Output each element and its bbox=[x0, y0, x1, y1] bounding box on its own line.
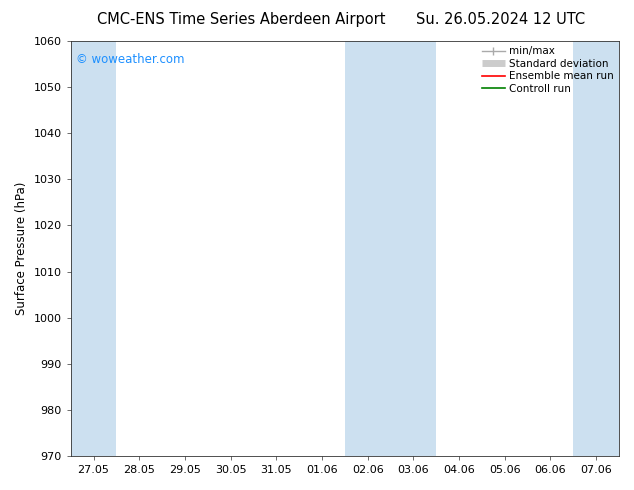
Bar bbox=[345, 41, 436, 456]
Text: © woweather.com: © woweather.com bbox=[76, 53, 184, 67]
Y-axis label: Surface Pressure (hPa): Surface Pressure (hPa) bbox=[15, 182, 28, 315]
Bar bbox=[71, 41, 117, 456]
Text: Su. 26.05.2024 12 UTC: Su. 26.05.2024 12 UTC bbox=[417, 12, 585, 27]
Legend: min/max, Standard deviation, Ensemble mean run, Controll run: min/max, Standard deviation, Ensemble me… bbox=[480, 44, 616, 96]
Text: CMC-ENS Time Series Aberdeen Airport: CMC-ENS Time Series Aberdeen Airport bbox=[96, 12, 385, 27]
Bar bbox=[573, 41, 619, 456]
